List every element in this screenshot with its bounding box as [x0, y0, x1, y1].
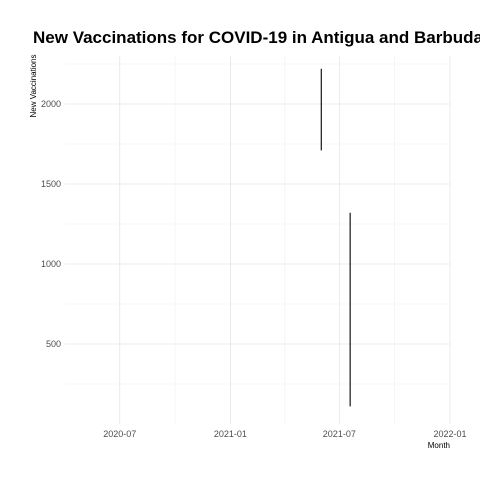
- y-tick-label: 1500: [41, 179, 61, 189]
- y-axis-label: New Vaccinations: [29, 55, 38, 118]
- tick-labels: 500 1000 1500 2000 2020-07 2021-01 2021-07 2022…: [41, 99, 467, 439]
- x-tick-label: 2022-01: [433, 429, 466, 439]
- x-tick-label: 2020-07: [103, 429, 136, 439]
- x-tick-label: 2021-07: [323, 429, 356, 439]
- grid: [65, 56, 451, 424]
- y-tick-label: 1000: [41, 259, 61, 269]
- y-tick-label: 500: [46, 339, 61, 349]
- series-group: [320, 68, 351, 407]
- x-tick-label: 2021-01: [214, 429, 247, 439]
- y-tick-label: 2000: [41, 99, 61, 109]
- x-axis-label: Month: [428, 441, 450, 450]
- chart-title: New Vaccinations for COVID-19 in Antigua…: [33, 28, 480, 47]
